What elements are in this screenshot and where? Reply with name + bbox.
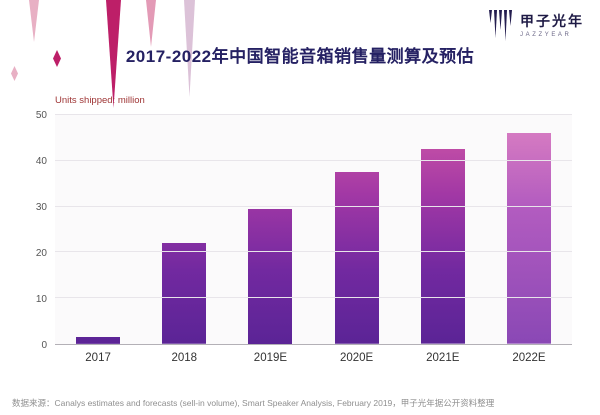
x-tick-label: 2017 (85, 352, 111, 364)
bar-2017 (76, 337, 121, 344)
logo-drip-icon (489, 10, 512, 42)
plot-area: 2017 2018 2019E 2020E 2021E 2022E (55, 114, 572, 364)
y-tick-label: 30 (35, 202, 47, 213)
x-tick-label: 2020E (339, 352, 374, 364)
bar-2018 (162, 243, 207, 344)
chart-title: 2017-2022年中国智能音箱销售量测算及预估 (125, 47, 475, 66)
bar-2020E (334, 172, 379, 344)
y-tick-label: 50 (35, 110, 47, 121)
gridline (55, 114, 572, 115)
columns: 2017 2018 2019E 2020E 2021E 2022E (55, 115, 572, 364)
bar-column: 2022E (486, 115, 572, 364)
bar-column: 2018 (141, 115, 227, 364)
bar-2022E (506, 133, 551, 344)
bar-column: 2019E (227, 115, 313, 364)
gridline (55, 251, 572, 253)
paint-drip-icon (184, 0, 195, 97)
brand-text: 甲子光年 JAZZYEAR (520, 13, 584, 38)
paint-drip-icon (29, 0, 39, 42)
gridline (55, 159, 572, 161)
y-axis: 0 10 20 30 40 50 (15, 110, 47, 351)
gridline (55, 205, 572, 207)
y-axis-unit-label: Units shipped: million (55, 95, 145, 106)
x-tick-label: 2019E (253, 352, 288, 364)
bar-column: 2021E (400, 115, 486, 364)
bar-2019E (248, 208, 293, 344)
paint-drop-icon (53, 50, 61, 67)
x-tick-label: 2021E (426, 352, 460, 364)
y-tick-label: 10 (35, 294, 47, 305)
x-tick-label: 2022E (512, 352, 546, 364)
bar-2021E (420, 149, 465, 344)
x-tick-label: 2018 (171, 352, 198, 364)
bar-chart: 0 10 20 30 40 50 2017 2018 2019E 2020E 2021E 2022E (36, 110, 572, 364)
y-tick-label: 0 (41, 340, 47, 351)
y-tick-label: 20 (35, 248, 47, 259)
paint-drip-icon (146, 0, 156, 47)
paint-drop-icon (11, 66, 18, 81)
y-tick-label: 40 (35, 156, 47, 167)
brand-subtitle: JAZZYEAR (520, 31, 572, 38)
gridline (55, 297, 572, 299)
bar-column: 2020E (314, 115, 400, 364)
brand-name: 甲子光年 (520, 13, 584, 30)
brand-logo: 甲子光年 JAZZYEAR (489, 10, 584, 42)
bar-column: 2017 (55, 115, 141, 364)
data-source: 数据来源：Canalys estimates and forecasts (se… (12, 398, 495, 408)
